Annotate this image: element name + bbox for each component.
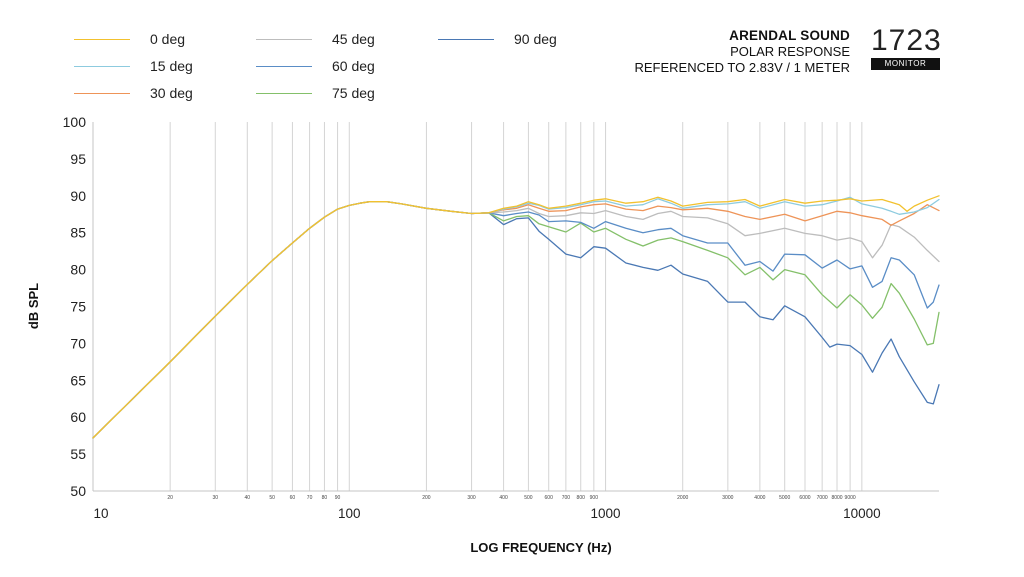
brand-reference: REFERENCED TO 2.83V / 1 METER bbox=[634, 60, 850, 75]
x-major-tick-label: 10000 bbox=[843, 506, 881, 521]
x-minor-tick-label: 500 bbox=[524, 495, 533, 501]
x-minor-tick-label: 3000 bbox=[722, 495, 733, 501]
x-minor-tick-label: 90 bbox=[335, 495, 341, 501]
model-badge: MONITOR bbox=[871, 58, 940, 70]
x-minor-tick-label: 40 bbox=[245, 495, 251, 501]
legend-label: 45 deg bbox=[332, 31, 375, 47]
legend-swatch bbox=[74, 92, 130, 94]
x-major-tick-label: 10 bbox=[93, 506, 108, 521]
legend-label: 75 deg bbox=[332, 85, 375, 101]
brand-subtitle: POLAR RESPONSE bbox=[730, 44, 850, 59]
series-line-75-deg bbox=[92, 201, 940, 439]
legend-label: 90 deg bbox=[514, 31, 557, 47]
x-minor-tick-label: 6000 bbox=[799, 495, 810, 501]
y-tick-label: 65 bbox=[70, 372, 86, 388]
y-axis-label: dB SPL bbox=[26, 283, 41, 329]
series-line-60-deg bbox=[92, 201, 940, 439]
legend-item-6: 90 deg bbox=[438, 31, 557, 47]
y-tick-label: 90 bbox=[70, 188, 86, 204]
legend-swatch bbox=[256, 92, 312, 94]
axes bbox=[92, 122, 939, 492]
y-tick-label: 60 bbox=[70, 409, 86, 425]
y-tick-label: 55 bbox=[70, 446, 86, 462]
x-major-tick-label: 100 bbox=[338, 506, 361, 521]
legend-swatch bbox=[438, 38, 494, 40]
series-line-45-deg bbox=[92, 201, 940, 439]
legend-label: 15 deg bbox=[150, 58, 193, 74]
x-minor-tick-label: 9000 bbox=[845, 495, 856, 501]
legend-item-3: 45 deg bbox=[256, 31, 375, 47]
legend-item-2: 30 deg bbox=[74, 85, 193, 101]
x-minor-tick-label: 900 bbox=[590, 495, 599, 501]
y-tick-label: 75 bbox=[70, 299, 86, 315]
x-minor-tick-label: 700 bbox=[562, 495, 571, 501]
brand-name: ARENDAL SOUND bbox=[729, 28, 850, 43]
x-minor-tick-label: 200 bbox=[422, 495, 431, 501]
grid-lines bbox=[169, 122, 863, 491]
x-minor-tick-label: 50 bbox=[269, 495, 275, 501]
legend-swatch bbox=[256, 65, 312, 67]
x-minor-tick-label: 600 bbox=[545, 495, 554, 501]
x-minor-tick-label: 800 bbox=[577, 495, 586, 501]
legend-label: 30 deg bbox=[150, 85, 193, 101]
x-minor-tick-label: 4000 bbox=[754, 495, 765, 501]
x-major-tick-label: 1000 bbox=[591, 506, 621, 521]
x-minor-tick-label: 60 bbox=[290, 495, 296, 501]
x-minor-tick-label: 8000 bbox=[831, 495, 842, 501]
y-tick-label: 95 bbox=[70, 151, 86, 167]
y-tick-label: 100 bbox=[63, 114, 87, 130]
brand-block: ARENDAL SOUND POLAR RESPONSE REFERENCED … bbox=[634, 28, 850, 76]
series-line-0-deg bbox=[92, 195, 940, 439]
legend-item-1: 15 deg bbox=[74, 58, 193, 74]
y-tick-label: 70 bbox=[70, 335, 86, 351]
legend-item-0: 0 deg bbox=[74, 31, 185, 47]
tick-labels: 50 55 60 65 70 75 80 85 90 95 100 20 30 40 50 60 70 80 90 2… bbox=[63, 114, 881, 521]
legend-item-4: 60 deg bbox=[256, 58, 375, 74]
legend-item-5: 75 deg bbox=[256, 85, 375, 101]
legend-swatch bbox=[256, 38, 312, 40]
x-minor-tick-label: 7000 bbox=[817, 495, 828, 501]
series-line-15-deg bbox=[92, 196, 940, 439]
x-minor-tick-label: 20 bbox=[167, 495, 173, 501]
x-minor-tick-label: 5000 bbox=[779, 495, 790, 501]
model-number: 1723 bbox=[871, 24, 942, 57]
y-tick-label: 85 bbox=[70, 225, 86, 241]
legend-label: 60 deg bbox=[332, 58, 375, 74]
series-line-90-deg bbox=[92, 201, 940, 439]
series-line-30-deg bbox=[92, 201, 940, 439]
legend-swatch bbox=[74, 65, 130, 67]
y-tick-label: 50 bbox=[70, 483, 86, 499]
x-minor-tick-label: 400 bbox=[499, 495, 508, 501]
y-tick-label: 80 bbox=[70, 262, 86, 278]
x-minor-tick-label: 2000 bbox=[677, 495, 688, 501]
x-minor-tick-label: 300 bbox=[467, 495, 476, 501]
series-lines bbox=[92, 195, 940, 439]
legend-swatch bbox=[74, 38, 130, 40]
x-minor-tick-label: 30 bbox=[212, 495, 218, 501]
x-axis-label: LOG FREQUENCY (Hz) bbox=[470, 540, 611, 555]
x-minor-tick-label: 70 bbox=[307, 495, 313, 501]
legend-label: 0 deg bbox=[150, 31, 186, 47]
model-logo: 1723 MONITOR bbox=[871, 24, 942, 70]
x-minor-tick-label: 80 bbox=[322, 495, 328, 501]
